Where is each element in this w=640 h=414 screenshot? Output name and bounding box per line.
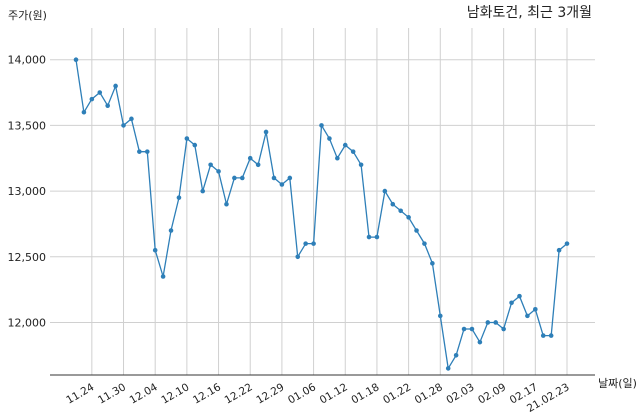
data-point [501, 326, 506, 332]
chart-title: 남화토건, 최근 3개월 [467, 5, 592, 21]
data-point [540, 333, 546, 338]
data-point [295, 254, 301, 260]
data-point [113, 83, 118, 89]
data-point [430, 261, 435, 266]
data-point [350, 149, 356, 154]
x-tick-label: 11.30 [96, 381, 128, 406]
x-tick-label: 12.04 [128, 381, 160, 407]
data-point [200, 188, 206, 194]
x-axis-ticks: 11.24 11.30 12.04 12.10 12.16 12.22 12.29 01.06… [64, 381, 571, 414]
data-point [319, 123, 324, 128]
data-point [240, 175, 245, 181]
data-point [216, 169, 221, 174]
y-tick-label: 13,500 [8, 119, 47, 132]
data-point [192, 142, 198, 148]
data-point [327, 136, 332, 141]
data-point [406, 215, 411, 220]
data-point [247, 155, 253, 161]
x-tick-label: 01.28 [413, 381, 445, 406]
data-point [137, 149, 142, 154]
y-tick-label: 14,000 [8, 54, 47, 67]
grid-lines [50, 28, 595, 375]
data-point [144, 149, 150, 154]
data-point [390, 201, 396, 207]
x-tick-label: 12.22 [223, 381, 255, 406]
data-point [287, 175, 293, 181]
data-point [533, 307, 538, 312]
data-point [493, 320, 499, 325]
data-point [461, 326, 467, 332]
data-point [398, 208, 403, 214]
x-tick-label: 01.18 [349, 381, 381, 406]
x-tick-label: 12.10 [159, 381, 191, 406]
data-point [437, 313, 443, 319]
data-point [382, 188, 388, 194]
data-point [152, 247, 158, 253]
y-axis-label: 주가(원) [8, 9, 47, 22]
data-point [525, 313, 530, 319]
x-tick-label: 01.12 [318, 381, 350, 406]
data-point [105, 103, 110, 108]
data-point [160, 274, 166, 279]
data-point [129, 116, 134, 122]
data-point [224, 201, 229, 207]
data-point [184, 136, 190, 141]
data-point [271, 175, 277, 181]
data-point [485, 320, 491, 325]
x-tick-label: 01.22 [381, 381, 413, 406]
data-point [81, 109, 87, 115]
data-point [311, 241, 316, 246]
data-point [255, 162, 261, 168]
data-point [73, 57, 79, 63]
data-point [263, 129, 269, 135]
x-axis-label: 날짜(일) [598, 376, 637, 390]
x-tick-label: 12.29 [254, 381, 286, 406]
data-point [208, 162, 213, 168]
data-point [477, 339, 483, 345]
data-point [564, 241, 570, 246]
data-point [548, 333, 554, 338]
data-point [97, 90, 103, 95]
data-point [453, 352, 459, 358]
data-point [422, 241, 427, 246]
data-point [358, 162, 364, 168]
data-point [517, 293, 522, 299]
data-point [121, 123, 126, 128]
data-point [335, 155, 340, 161]
data-point [279, 182, 285, 187]
y-tick-label: 12,500 [8, 251, 47, 264]
y-tick-label: 12,000 [8, 316, 47, 329]
x-tick-label: 02.03 [444, 381, 476, 406]
x-tick-label: 11.24 [64, 381, 96, 407]
data-points [73, 57, 570, 371]
data-point [232, 175, 237, 181]
data-point [342, 142, 348, 148]
x-tick-label: 12.16 [191, 381, 223, 407]
data-point [374, 234, 380, 240]
data-point [414, 228, 419, 233]
data-point [303, 241, 308, 246]
data-point [509, 300, 514, 306]
data-point [89, 96, 95, 102]
y-tick-label: 13,000 [8, 185, 47, 198]
data-point [556, 247, 562, 253]
x-tick-label: 01.06 [286, 381, 318, 407]
x-tick-label: 02.09 [476, 381, 508, 406]
y-axis-ticks: 12,000 12,500 13,000 13,500 14,000 [8, 54, 47, 330]
data-point [366, 234, 372, 240]
data-point [176, 195, 182, 200]
data-point [469, 326, 475, 332]
data-point [445, 366, 451, 371]
data-point [168, 228, 174, 233]
